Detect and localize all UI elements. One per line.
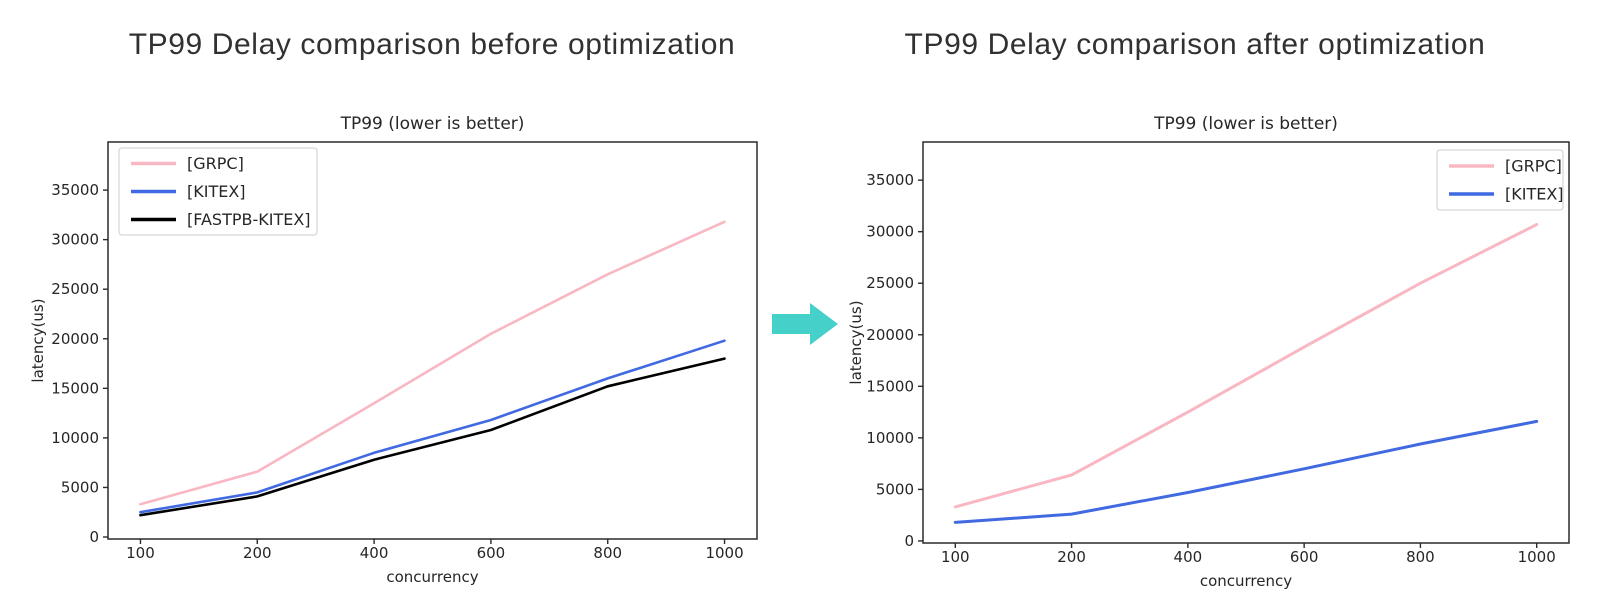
before-legend-label: [KITEX] [187,182,246,201]
after-x-tick-label: 200 [1057,548,1086,566]
before-x-tick-label: 100 [126,544,155,562]
before-chart-heading: TP99 Delay comparison before optimizatio… [128,28,736,61]
after-xaxis-label: concurrency [1200,572,1292,590]
before-plot-frame [107,141,758,540]
after-series-line-grpc [953,223,1539,509]
after-y-tick-label: 35000 [866,171,914,189]
before-series-line-fastpb-kitex [139,357,726,517]
before-legend-label: [GRPC] [187,154,244,173]
before-y-tick-label: 20000 [51,330,99,348]
after-y-tick-label: 10000 [866,429,914,447]
after-y-tick-label: 25000 [866,274,914,292]
before-y-tick-label: 15000 [51,379,99,397]
after-y-tick-label: 20000 [866,326,914,344]
before-plot-title: TP99 (lower is better) [340,114,525,134]
before-y-tick-label: 30000 [51,231,99,249]
before-y-tick-label: 10000 [51,429,99,447]
after-legend: [GRPC] [KITEX] [1436,149,1564,211]
after-plot-frame [922,141,1570,544]
after-y-tick-label: 30000 [866,223,914,241]
before-x-tick-label: 600 [477,544,506,562]
before-xaxis-label: concurrency [386,568,478,586]
after-chart-heading: TP99 Delay comparison after optimization [904,28,1486,61]
after-y-tick-label: 0 [904,532,914,550]
after-legend-label: [GRPC] [1505,157,1562,176]
after-series-line-kitex [953,419,1539,524]
before-x-tick-label: 200 [243,544,272,562]
before-y-tick-label: 0 [89,528,99,546]
before-yaxis-label: latency(us) [29,298,47,382]
before-y-tick-label: 25000 [51,280,99,298]
after-plot-title: TP99 (lower is better) [1153,114,1338,134]
after-yaxis-label: latency(us) [847,300,865,384]
before-legend-label: [FASTPB-KITEX] [187,210,311,229]
before-x-tick-label: 800 [593,544,622,562]
after-x-tick-label: 600 [1290,548,1319,566]
transform-arrow-icon [772,303,838,345]
after-legend-label: [KITEX] [1505,185,1564,204]
after-y-tick-label: 15000 [866,377,914,395]
before-y-tick-label: 35000 [51,181,99,199]
before-x-tick-label: 400 [360,544,389,562]
after-x-tick-label: 1000 [1518,548,1556,566]
before-x-tick-label: 1000 [705,544,743,562]
after-chart: 100 200 400 600 800 1000050001000015000200002… [847,114,1570,590]
after-y-tick-label: 5000 [876,480,914,498]
after-x-tick-label: 400 [1174,548,1203,566]
before-series-line-grpc [139,220,726,506]
before-y-tick-label: 5000 [61,478,99,496]
before-chart: 100 200 400 600 800 1000050001000015000200002… [29,114,758,586]
after-x-tick-label: 800 [1406,548,1435,566]
before-series-line-kitex [139,339,726,514]
before-legend: [GRPC] [KITEX] [FASTPB-KITEX] [118,147,318,236]
before-legend-box [118,147,318,236]
after-x-tick-label: 100 [941,548,970,566]
